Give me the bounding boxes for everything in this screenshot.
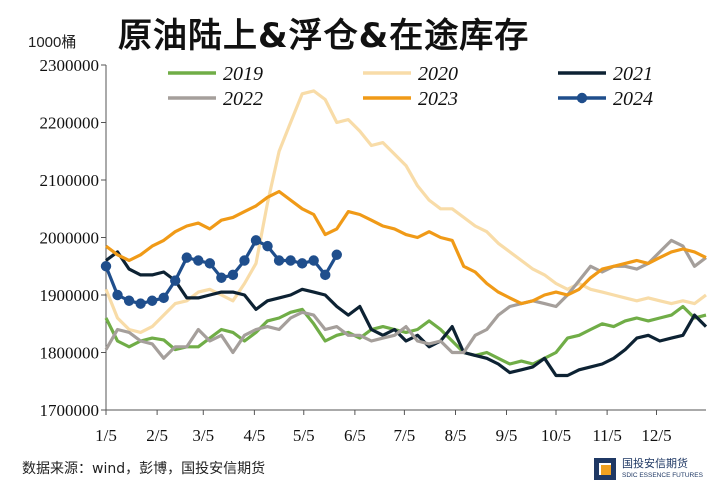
x-tick-label: 11/5 (592, 426, 622, 445)
series-2020 (104, 89, 707, 334)
series-2022 (104, 238, 707, 360)
data-point (273, 255, 285, 266)
logo-mark-icon (594, 458, 616, 480)
y-tick-label: 1900000 (40, 286, 100, 305)
legend: 2019 2020 2021 2022 2023 2024 (168, 63, 653, 110)
x-tick-label: 10/5 (541, 426, 571, 445)
data-point (112, 289, 123, 301)
x-tick-label: 9/5 (496, 426, 518, 445)
legend-label: 2022 (223, 88, 263, 110)
x-tick-label: 5/5 (293, 426, 315, 445)
legend-entry-2020: 2020 (363, 63, 458, 85)
legend-entry-2022: 2022 (168, 88, 263, 110)
series-line-2023 (105, 189, 707, 306)
data-point (320, 269, 331, 281)
legend-label: 2019 (223, 63, 263, 85)
legend-label: 2023 (418, 88, 458, 110)
series-line-2019 (104, 304, 707, 366)
y-tick-label: 1700000 (40, 401, 100, 420)
data-point (170, 275, 181, 286)
series-2021 (105, 250, 708, 378)
legend-entry-2024: 2024 (558, 88, 653, 110)
logo-text-en: SDIC ESSENCE FUTURES (622, 472, 703, 479)
series-line-2020 (104, 89, 707, 334)
data-source-note: 数据来源：wind，彭博，国投安信期货 (22, 461, 266, 477)
legend-entry-2023: 2023 (363, 88, 458, 110)
x-tick-label: 6/5 (344, 426, 366, 445)
axes: 1700000 1800000 1900000 2000000 2100000 22000… (40, 56, 706, 445)
data-point (123, 295, 135, 306)
series-layer (100, 89, 708, 378)
company-logo: 国投安信期货 SDIC ESSENCE FUTURES (592, 452, 710, 486)
data-point (100, 261, 112, 272)
y-tick-label: 2200000 (40, 114, 100, 133)
data-point (239, 255, 250, 266)
data-point (331, 249, 342, 260)
data-point (146, 295, 158, 306)
x-tick-label: 2/5 (146, 426, 168, 445)
legend-marker (576, 92, 588, 104)
series-line-2022 (104, 238, 707, 360)
y-tick-label: 2000000 (40, 229, 100, 248)
data-point (181, 252, 192, 263)
data-point (135, 298, 146, 309)
data-point (227, 269, 239, 281)
x-tick-label: 1/5 (95, 426, 117, 445)
y-tick-label: 1800000 (40, 344, 100, 363)
data-point (193, 255, 204, 266)
data-point (285, 255, 296, 266)
data-point (158, 292, 169, 304)
legend-entry-2021: 2021 (558, 63, 653, 85)
chart-title: 原油陆上&浮仓&在途库存 (118, 16, 530, 56)
legend-label: 2020 (418, 63, 458, 85)
data-point (216, 272, 227, 283)
x-tick-label: 3/5 (192, 426, 214, 445)
data-point (296, 258, 308, 269)
logo-text-cn: 国投安信期货 (622, 457, 688, 470)
series-2019 (104, 304, 707, 366)
data-point (308, 255, 319, 266)
series-2024 (100, 235, 342, 309)
data-point (262, 240, 273, 252)
x-tick-label: 4/5 (244, 426, 266, 445)
legend-label: 2024 (613, 88, 653, 110)
y-axis-unit: 1000桶 (28, 34, 77, 51)
y-tick-label: 2300000 (40, 56, 100, 75)
data-point (204, 258, 216, 269)
legend-label: 2021 (613, 63, 653, 85)
legend-entry-2019: 2019 (168, 63, 263, 85)
x-tick-label: 7/5 (394, 426, 416, 445)
series-2023 (105, 189, 707, 306)
x-tick-label: 8/5 (445, 426, 467, 445)
y-tick-label: 2100000 (40, 171, 100, 190)
x-tick-label: 12/5 (641, 426, 671, 445)
data-point (250, 235, 262, 246)
series-line-2021 (105, 250, 708, 378)
